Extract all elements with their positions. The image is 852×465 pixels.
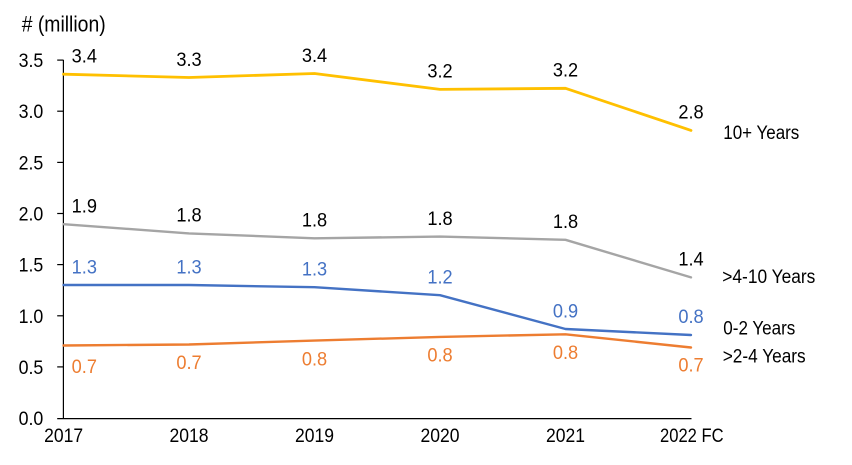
svg-text:0.8: 0.8 bbox=[553, 343, 578, 364]
svg-text:2.0: 2.0 bbox=[19, 205, 44, 226]
svg-text:0.8: 0.8 bbox=[427, 346, 452, 367]
svg-text:>4-10 Years: >4-10 Years bbox=[722, 267, 815, 288]
svg-text:1.3: 1.3 bbox=[176, 257, 201, 278]
svg-text:2017: 2017 bbox=[44, 426, 83, 447]
svg-text:1.4: 1.4 bbox=[678, 250, 704, 271]
svg-text:1.8: 1.8 bbox=[176, 206, 201, 227]
svg-text:0.7: 0.7 bbox=[176, 353, 201, 374]
svg-text:1.8: 1.8 bbox=[302, 211, 327, 232]
svg-text:0.9: 0.9 bbox=[553, 301, 578, 322]
svg-text:1.9: 1.9 bbox=[72, 197, 97, 218]
svg-text:0.8: 0.8 bbox=[678, 307, 703, 328]
svg-text:0.7: 0.7 bbox=[72, 357, 97, 378]
svg-text:0.8: 0.8 bbox=[302, 349, 327, 370]
svg-text:1.8: 1.8 bbox=[427, 209, 452, 230]
svg-text:0.0: 0.0 bbox=[19, 409, 44, 430]
svg-text:2.8: 2.8 bbox=[678, 103, 703, 124]
svg-text:0-2 Years: 0-2 Years bbox=[723, 319, 795, 340]
svg-text:3.2: 3.2 bbox=[553, 61, 578, 82]
svg-text:1.8: 1.8 bbox=[553, 212, 578, 233]
svg-text:10+ Years: 10+ Years bbox=[723, 123, 799, 144]
svg-text:1.0: 1.0 bbox=[19, 307, 44, 328]
svg-text:0.7: 0.7 bbox=[678, 356, 703, 377]
svg-text:3.2: 3.2 bbox=[427, 62, 452, 83]
svg-text:3.4: 3.4 bbox=[302, 46, 328, 67]
svg-text:1.5: 1.5 bbox=[19, 256, 44, 277]
svg-text:1.3: 1.3 bbox=[302, 260, 327, 281]
svg-text:2.5: 2.5 bbox=[19, 153, 44, 174]
svg-text:1.2: 1.2 bbox=[427, 268, 452, 289]
svg-text:1.3: 1.3 bbox=[72, 257, 97, 278]
svg-text:2018: 2018 bbox=[170, 426, 209, 447]
svg-text:2019: 2019 bbox=[295, 426, 334, 447]
svg-text:3.4: 3.4 bbox=[72, 47, 98, 68]
svg-text:3.0: 3.0 bbox=[19, 102, 44, 123]
svg-text:2022 FC: 2022 FC bbox=[660, 426, 724, 447]
svg-text:# (million): # (million) bbox=[22, 11, 106, 36]
svg-text:>2-4 Years: >2-4 Years bbox=[723, 346, 806, 367]
svg-text:2021: 2021 bbox=[546, 426, 585, 447]
svg-text:0.5: 0.5 bbox=[19, 358, 44, 379]
svg-text:2020: 2020 bbox=[421, 426, 460, 447]
svg-text:3.5: 3.5 bbox=[19, 51, 44, 72]
svg-text:3.3: 3.3 bbox=[176, 50, 201, 71]
